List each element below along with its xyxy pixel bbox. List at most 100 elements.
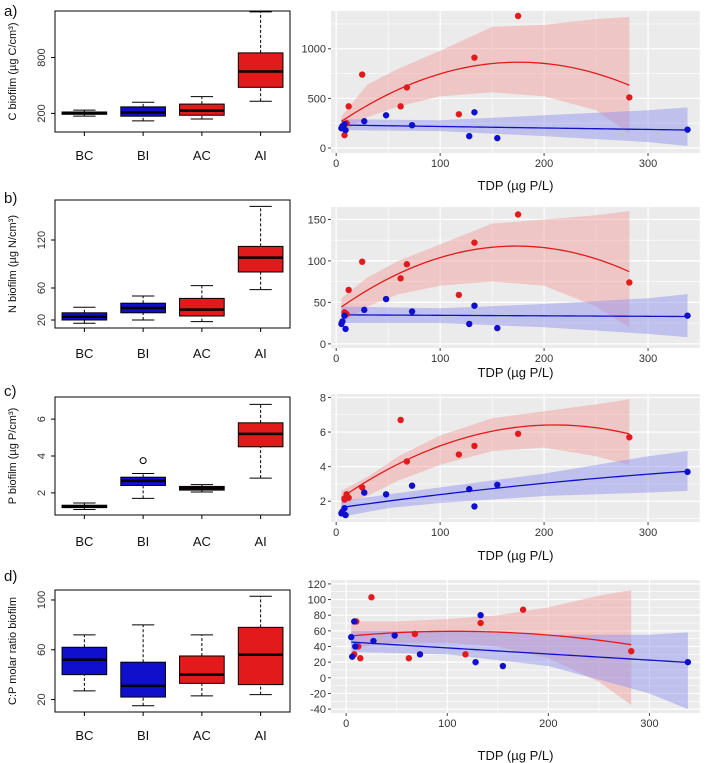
category-label: AI	[254, 346, 266, 361]
data-point-blue	[349, 653, 356, 660]
data-point-blue	[684, 126, 691, 133]
y-tick-label: 200	[36, 104, 48, 122]
box-BI: BI	[120, 624, 166, 743]
x-tick-label: 200	[535, 158, 553, 170]
data-point-blue	[361, 306, 368, 314]
data-point-blue	[408, 308, 416, 315]
data-point-blue	[494, 481, 501, 489]
y-tick-label: 60	[36, 644, 48, 656]
data-point-blue	[471, 302, 478, 309]
data-point-red	[514, 430, 522, 437]
box-BC: BC	[61, 306, 108, 361]
x-axis-label: TDP (µg P/L)	[478, 748, 554, 763]
category-label: AI	[254, 148, 266, 163]
data-point-blue	[341, 312, 348, 319]
category-label: BI	[137, 728, 149, 743]
box-iqr	[120, 661, 166, 698]
data-point-blue	[341, 121, 348, 128]
data-point-red	[403, 458, 411, 465]
category-label: BC	[75, 534, 93, 549]
fit-line-red	[351, 630, 632, 646]
y-tick-label: 8	[320, 392, 326, 404]
data-point-red	[403, 84, 411, 91]
category-label: BC	[75, 148, 93, 163]
y-tick-label: 120	[308, 579, 326, 591]
boxplot: 200 800 C biofilm (µg C/cm³) BC BI AC AI	[7, 10, 291, 163]
box-AI: AI	[237, 205, 284, 361]
data-point-red	[358, 484, 366, 491]
data-point-red	[341, 131, 348, 139]
data-point-blue	[382, 295, 390, 303]
data-point-red	[455, 451, 463, 458]
panel-label: d)	[4, 568, 17, 585]
data-point-blue	[342, 325, 349, 333]
box-AC: AC	[179, 484, 225, 549]
y-tick-label: 0	[320, 673, 326, 685]
fit-line-blue	[341, 314, 688, 318]
box-BC: BC	[61, 634, 108, 743]
panel-label: c)	[4, 383, 17, 400]
y-tick-label: 4	[36, 453, 48, 459]
data-point-blue	[408, 482, 416, 489]
data-point-blue	[494, 324, 501, 332]
data-point-red	[405, 655, 413, 662]
data-point-red	[403, 261, 411, 268]
box-AC: AC	[179, 634, 225, 743]
y-tick-label: 6	[36, 416, 48, 422]
data-point-red	[345, 286, 352, 294]
fit-line-blue	[341, 470, 688, 509]
y-axis-label: P biofilm (µg P/cm³)	[7, 408, 19, 505]
y-tick-label: 2	[36, 490, 48, 496]
box-iqr	[237, 52, 284, 88]
box-AI: AI	[237, 11, 284, 163]
x-tick-label: 0	[333, 158, 339, 170]
data-point-blue	[472, 658, 479, 666]
data-point-red	[358, 258, 366, 265]
box-BC: BC	[61, 502, 108, 549]
data-point-red	[519, 606, 527, 613]
data-point-red	[368, 594, 375, 601]
panel-a: a) 200 800 C biofilm (µg C/cm³) BC BI AC AI 0 100…	[4, 3, 701, 193]
data-point-blue	[466, 485, 473, 493]
boxplot: 20 60 120 N biofilm (µg N/cm³) BC BI AC AI	[7, 199, 291, 361]
x-tick-label: 100	[431, 353, 449, 365]
plot-area	[348, 590, 692, 710]
data-point-blue	[684, 468, 691, 476]
confidence-band-red	[341, 16, 630, 134]
box-AI: AI	[237, 595, 284, 743]
x-tick-label: 200	[535, 353, 553, 365]
data-point-red	[477, 619, 484, 627]
y-tick-label: 100	[308, 256, 326, 268]
data-point-red	[626, 279, 633, 286]
y-axis-label: N biofilm (µg N/cm³)	[7, 215, 19, 313]
data-point-blue	[361, 118, 368, 125]
box-BI: BI	[120, 295, 166, 361]
data-point-red	[358, 71, 366, 78]
boxplot: 2 4 6 P biofilm (µg P/cm³) BC BI AC AI	[7, 396, 291, 549]
box-AC: AC	[179, 285, 225, 361]
y-tick-label: 60	[36, 282, 48, 294]
y-tick-label: 50	[314, 297, 326, 309]
data-point-red	[397, 103, 404, 110]
data-point-red	[411, 630, 419, 638]
box-iqr	[179, 655, 225, 684]
y-tick-label: 40	[314, 642, 326, 654]
data-point-red	[471, 54, 478, 61]
fit-line-red	[341, 424, 630, 499]
data-point-blue	[382, 491, 390, 498]
category-label: AC	[193, 148, 211, 163]
fit-line-red	[341, 61, 630, 123]
x-tick-label: 0	[333, 527, 339, 539]
data-point-blue	[382, 112, 390, 119]
y-tick-label: 150	[308, 214, 326, 226]
fit-line-red	[341, 245, 630, 308]
data-point-red	[626, 94, 633, 101]
y-axis-label: C:P molar ratio biofilm	[7, 597, 19, 705]
y-axis-label: C biofilm (µg C/cm³)	[7, 22, 19, 120]
data-point-blue	[494, 134, 501, 142]
y-tick-label: 20	[314, 657, 326, 669]
category-label: BC	[75, 728, 93, 743]
scatterplot: 0 100 200 300 -40 -20 0 20 40 60 80 100 120 TDP (µg P…	[308, 579, 701, 763]
x-axis-label: TDP (µg P/L)	[478, 178, 554, 193]
category-label: BI	[137, 346, 149, 361]
